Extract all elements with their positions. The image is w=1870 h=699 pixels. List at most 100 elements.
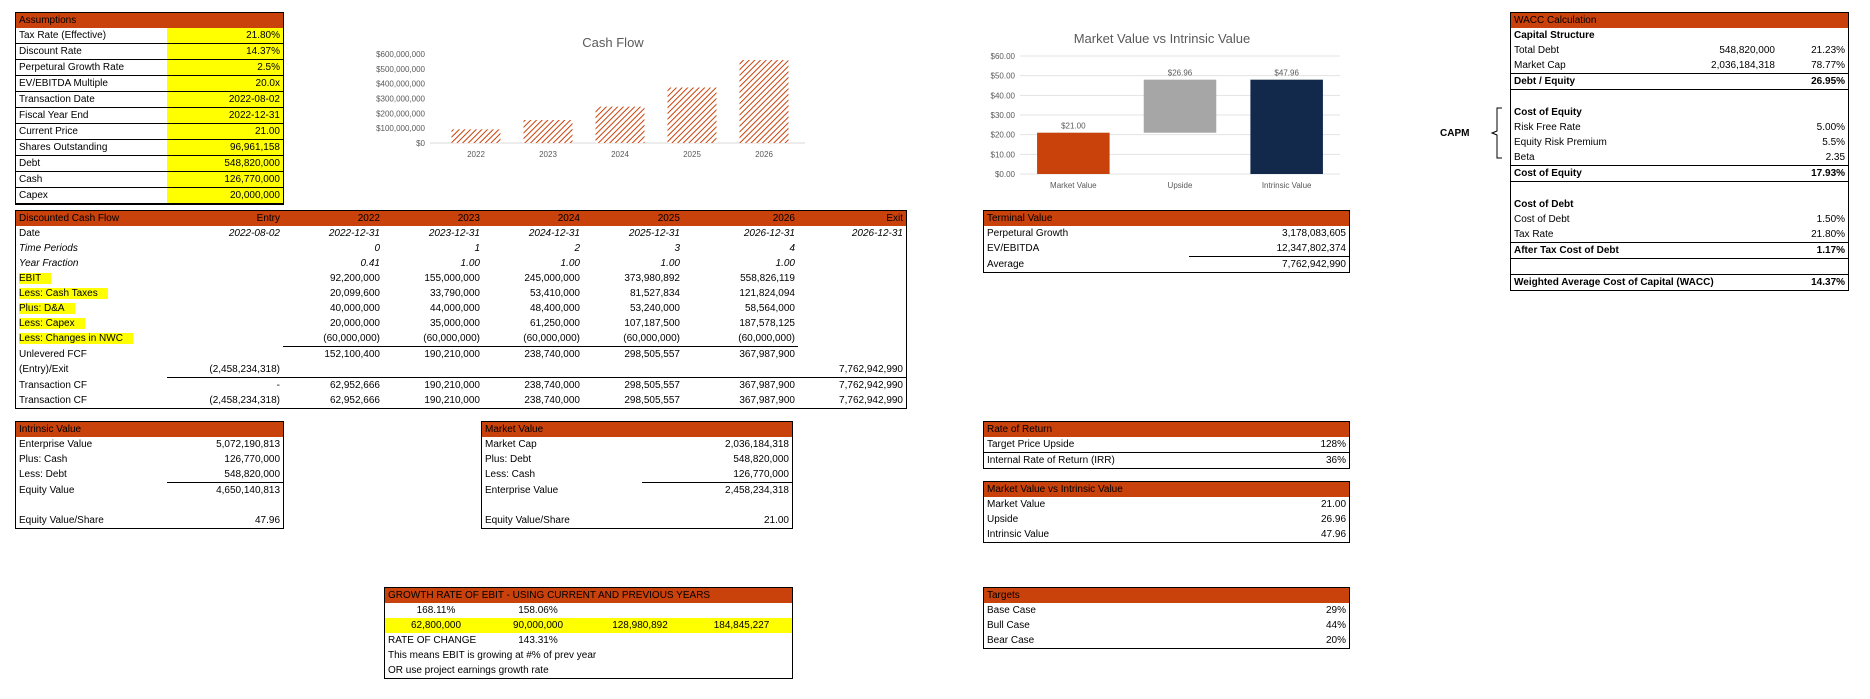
dcf-row-label: (Entry)/Exit [19, 364, 69, 376]
dcf-row: Time Periods 0 1 2 3 4 [16, 241, 906, 256]
dcf-cell: 1.00 [775, 258, 795, 269]
rate-of-return-table: Rate of Return Target Price Upside 128% In… [983, 421, 1350, 469]
dcf-cell [798, 301, 906, 316]
dcf-cell: 62,952,666 [329, 395, 380, 406]
table-row: Tax Rate (Effective) 21.80% [16, 28, 283, 44]
waterfall-y-tick: $0.00 [995, 170, 1016, 179]
dcf-cell: 92,200,000 [329, 273, 380, 284]
row-label: Average [987, 258, 1025, 270]
row-value: 47.96 [1320, 529, 1347, 540]
dcf-row-label: Unlevered FCF [19, 348, 87, 360]
dcf-header-cell: Exit [798, 211, 906, 226]
dcf-row-label: Plus: D&A [16, 301, 167, 316]
mv-vs-iv-table: Market Value vs Intrinsic Value Market V… [983, 481, 1350, 543]
dcf-cell [798, 241, 906, 256]
dcf-header-cell: Discounted Cash Flow [16, 211, 167, 226]
dcf-cell: 20,000,000 [329, 318, 380, 329]
row-label [482, 498, 642, 513]
row-value: 20.0x [167, 75, 283, 92]
cash-flow-x-tick: 2023 [539, 150, 557, 159]
dcf-row: Transaction CF - 62,952,666 190,210,000 238,… [16, 378, 906, 394]
row-value: 2,458,234,318 [725, 485, 789, 496]
row-label: Less: Debt [19, 469, 67, 481]
dcf-table: Discounted Cash Flow Entry 2022 2023 2024 202… [15, 210, 907, 409]
waterfall-y-tick: $40.00 [991, 91, 1016, 100]
cash-flow-x-tick: 2024 [611, 150, 629, 159]
row-label: Equity Value/Share [19, 515, 104, 526]
wacc-table: WACC Calculation Capital Structure Total… [1510, 12, 1849, 291]
dcf-cell: 33,790,000 [429, 288, 480, 299]
dcf-cell: 3 [674, 243, 680, 254]
dcf-cell: 238,740,000 [524, 349, 580, 360]
row-value: 21.00 [167, 123, 283, 140]
dcf-row-label: Transaction CF [19, 395, 87, 406]
waterfall-data-label: $21.00 [1061, 122, 1086, 131]
row-value: 96,961,158 [167, 139, 283, 156]
dcf-cell: 62,952,666 [329, 380, 380, 391]
dcf-row-label-text: Plus: D&A [19, 303, 75, 314]
table-row: Average 7,762,942,990 [984, 257, 1349, 273]
dcf-cell: 44,000,000 [429, 303, 480, 314]
dcf-cell: (60,000,000) [283, 331, 383, 347]
row-label: Perpetural Growth Rate [16, 59, 167, 76]
dcf-row: EBIT 92,200,000 155,000,000 245,000,000 373,… [16, 271, 906, 286]
table-row: Transaction Date 2022-08-02 [16, 91, 283, 108]
dcf-row: Plus: D&A 40,000,000 44,000,000 48,400,000 5… [16, 301, 906, 316]
wacc-cod-row: Cost of Debt 1.50% [1514, 214, 1846, 225]
dcf-row: Unlevered FCF 152,100,400 190,210,000 238,7… [16, 347, 906, 363]
row-value: 126,770,000 [167, 171, 283, 188]
table-row: Equity Value 4,650,140,813 [16, 483, 283, 499]
growth-title: GROWTH RATE OF EBIT - USING CURRENT AND … [385, 588, 793, 603]
table-row: Less: Cash 126,770,000 [482, 467, 792, 483]
row-label: Market Value [987, 499, 1046, 510]
dcf-cell: 7,762,942,990 [798, 362, 906, 378]
dcf-cell [167, 301, 283, 316]
row-value: 126,770,000 [224, 454, 281, 465]
table-row: EV/EBITDA 12,347,802,374 [984, 241, 1349, 257]
dcf-row: Date 2022-08-02 2022-12-31 2023-12-31 2024-1… [16, 226, 906, 241]
row-value: 128% [1189, 437, 1350, 453]
waterfall-y-tick: $50.00 [991, 72, 1016, 81]
dcf-row-label-text: Less: Capex [19, 318, 85, 329]
row-value: 21.80% [167, 28, 283, 44]
dcf-cell: 238,740,000 [524, 380, 580, 391]
cost-of-equity-heading: Cost of Equity [1514, 107, 1582, 118]
dcf-cell: 2022-12-31 [328, 228, 380, 239]
dcf-cell: 373,980,892 [624, 273, 680, 284]
row-value: 21.00 [1320, 499, 1347, 510]
dcf-header-cell: 2023 [383, 211, 483, 226]
dcf-cell: (60,000,000) [583, 331, 683, 347]
table-row: Capex 20,000,000 [16, 187, 283, 204]
row-value: 12,347,802,374 [1189, 241, 1349, 257]
waterfall-y-tick: $30.00 [991, 111, 1016, 120]
dcf-cell [798, 286, 906, 301]
growth-value: 62,800,000 [410, 620, 462, 631]
dcf-row-label: Time Periods [19, 243, 78, 254]
table-row: Debt 548,820,000 [16, 155, 283, 172]
capital-structure-heading: Capital Structure [1514, 30, 1595, 41]
dcf-cell [167, 256, 283, 271]
row-label: Plus: Cash [19, 454, 68, 465]
dcf-cell: 1.00 [460, 258, 480, 269]
dcf-cell: 40,000,000 [329, 303, 380, 314]
row-value: 36% [1326, 455, 1347, 466]
row-label: Cash [16, 171, 167, 188]
dcf-cell: 238,740,000 [524, 395, 580, 406]
dcf-cell: 2026-12-31 [743, 228, 795, 239]
capm-label: CAPM [1440, 128, 1470, 139]
row-value [167, 498, 283, 513]
dcf-cell: 0.41 [360, 258, 380, 269]
dcf-header-cell: Entry [167, 211, 283, 226]
roc-value: 143.31% [518, 635, 558, 646]
dcf-cell: 558,826,119 [740, 273, 795, 284]
table-row: Equity Value/Share 47.96 [16, 513, 283, 528]
dcf-row-label-text: EBIT [19, 273, 52, 284]
row-value: 2.5% [167, 59, 283, 76]
dcf-cell [798, 316, 906, 331]
dcf-cell: 107,187,500 [624, 318, 680, 329]
cash-flow-y-tick: $500,000,000 [376, 65, 425, 74]
row-label: Current Price [16, 123, 167, 140]
targets-table: Targets Base Case 29% Bull Case 44% Bear Cas… [983, 587, 1350, 649]
dcf-cell: (60,000,000) [683, 331, 798, 347]
dcf-cell: 2 [574, 243, 580, 254]
